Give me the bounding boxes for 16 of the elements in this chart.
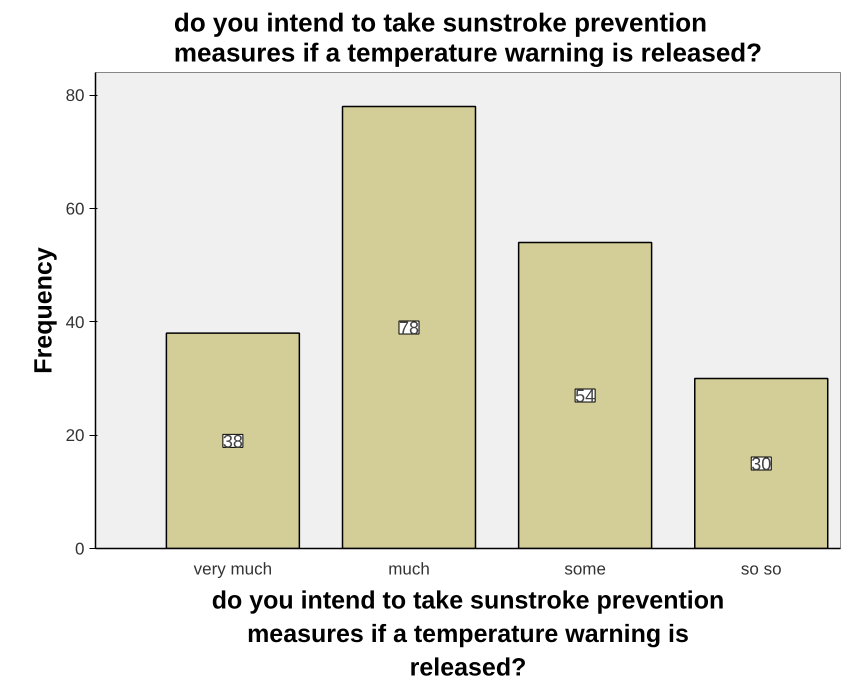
x-tick-label: very much xyxy=(194,560,272,578)
x-tick-label: so so xyxy=(740,560,782,578)
x-tick-label: some xyxy=(564,560,606,578)
x-tick-label: much xyxy=(388,560,430,578)
x-axis-title: do you intend to take sunstroke prevention measures if a temperature warning is released? xyxy=(212,586,724,682)
y-tick-label: 20 xyxy=(66,426,85,446)
y-tick-label: 0 xyxy=(75,540,85,558)
y-tick-label: 60 xyxy=(66,200,85,218)
data-label: 78 xyxy=(398,318,420,338)
y-tick-label: 80 xyxy=(66,86,85,106)
y-axis-title: Frequency xyxy=(30,247,58,374)
data-label: 54 xyxy=(575,386,596,406)
data-label: 30 xyxy=(751,454,772,474)
y-tick-label: 40 xyxy=(66,312,85,332)
data-label: 38 xyxy=(222,431,243,452)
chart-title: do you intend to take sunstroke prevention measures if a temperature warning is released? xyxy=(174,8,762,68)
